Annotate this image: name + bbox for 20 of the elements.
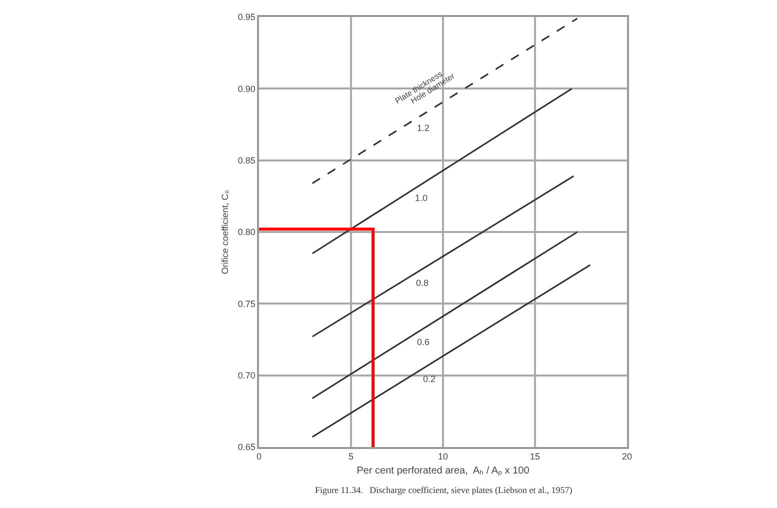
series-label: 1.0 — [415, 193, 428, 203]
y-tick-label: 0.65 — [238, 442, 256, 452]
series-label: 0.6 — [417, 337, 430, 347]
y-tick-label: 0.85 — [238, 155, 256, 166]
y-tick-label: 0.80 — [238, 227, 256, 238]
x-tick-label: 15 — [530, 452, 540, 462]
x-tick-label: 0 — [256, 452, 262, 462]
y-tick-label: 0.75 — [238, 298, 256, 309]
x-tick-label: 5 — [348, 452, 354, 462]
x-tick-label: 20 — [622, 452, 632, 462]
series-label: 0.8 — [416, 278, 429, 288]
caption: Figure 11.34. Discharge coefficient, sieve plates (Liebson et al., 1957) — [315, 485, 572, 495]
y-axis-title: Orifice coefficient, C₀ — [220, 190, 230, 274]
x-axis-title: Per cent perforated area, Aₕ / Aₚ x 100 — [356, 466, 530, 477]
series-label: 0.2 — [423, 374, 436, 384]
series-label: 1.2 — [417, 123, 430, 133]
y-tick-label: 0.70 — [238, 370, 256, 380]
y-tick-label: 0.90 — [238, 84, 256, 94]
x-tick-label: 10 — [438, 452, 448, 462]
y-tick-label: 0.95 — [238, 12, 256, 22]
